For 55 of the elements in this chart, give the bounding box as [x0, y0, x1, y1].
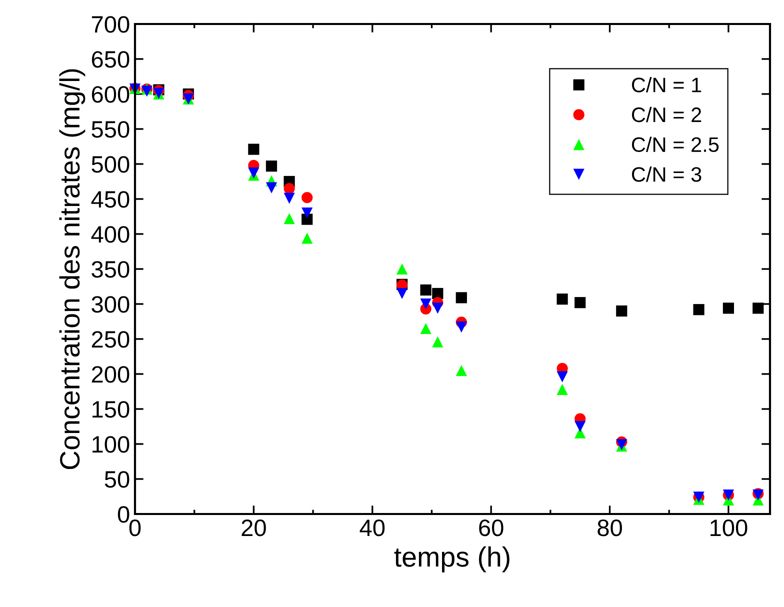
y-tick-label: 600	[92, 86, 130, 103]
x-tick-label: 40	[360, 519, 385, 536]
point	[456, 364, 467, 376]
point	[556, 294, 568, 305]
point	[420, 298, 432, 310]
y-tick-label: 200	[92, 366, 130, 383]
point	[302, 192, 313, 204]
point	[432, 302, 444, 314]
y-tick-label: 400	[91, 226, 130, 243]
legend-label: C/N = 2	[632, 106, 702, 122]
y-tick-label: 650	[92, 51, 130, 68]
point	[432, 336, 444, 348]
y-tick-label: 550	[92, 121, 130, 138]
point	[574, 297, 586, 308]
y-tick-label: 0	[118, 506, 130, 523]
point	[396, 263, 408, 275]
x-tick-label: 60	[479, 519, 504, 536]
point	[556, 371, 568, 382]
point	[556, 384, 568, 395]
y-tick-label: 700	[92, 16, 130, 33]
y-axis-title: Concentration des nitrates (mg/l)	[59, 69, 86, 470]
point	[302, 232, 313, 244]
y-tick-label: 300	[92, 296, 130, 313]
point	[396, 288, 408, 300]
point	[302, 207, 313, 219]
point	[266, 182, 278, 194]
point	[248, 144, 260, 155]
point	[420, 322, 432, 334]
x-tick-label: 100	[710, 519, 748, 536]
point	[693, 304, 704, 316]
x-tick-label: 0	[129, 519, 141, 536]
point	[616, 305, 628, 317]
point	[284, 192, 295, 204]
point	[266, 160, 278, 172]
y-tick-label: 450	[91, 191, 130, 208]
x-axis-title: temps (h)	[394, 546, 510, 572]
point	[284, 213, 295, 224]
point	[456, 292, 467, 304]
point	[574, 420, 586, 432]
y-tick-label: 100	[92, 436, 130, 453]
point	[420, 284, 432, 296]
y-tick-label: 500	[92, 156, 130, 173]
legend-label: C/N = 2.5	[632, 136, 719, 152]
legend-label: C/N = 1	[632, 77, 702, 92]
y-tick-label: 50	[104, 471, 130, 488]
y-tick-label: 150	[92, 401, 130, 418]
x-tick-label: 20	[242, 519, 266, 536]
y-tick-label: 350	[92, 261, 130, 278]
point	[284, 182, 295, 194]
legend-label: C/N = 3	[632, 166, 702, 182]
point	[456, 322, 467, 333]
point	[722, 302, 734, 314]
x-tick-label: 80	[598, 519, 622, 536]
y-tick-label: 250	[92, 331, 130, 348]
point	[752, 302, 764, 314]
